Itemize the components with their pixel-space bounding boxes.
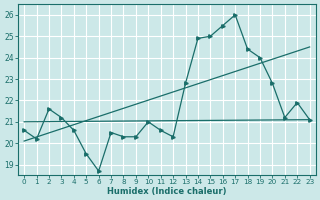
X-axis label: Humidex (Indice chaleur): Humidex (Indice chaleur) — [107, 187, 227, 196]
